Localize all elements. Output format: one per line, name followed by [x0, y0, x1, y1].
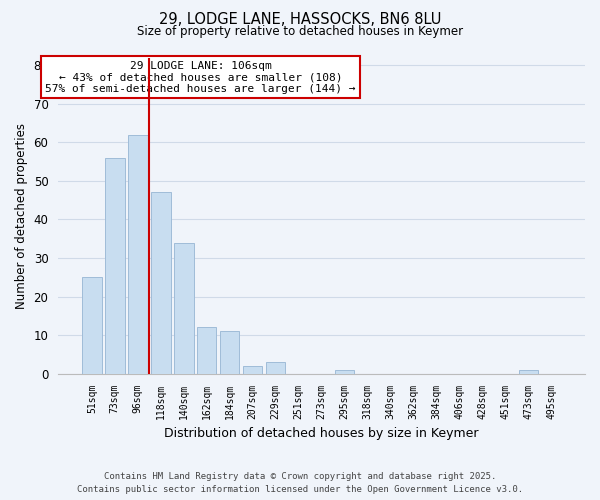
Bar: [82, 278, 101, 374]
Bar: [128, 134, 148, 374]
Bar: [105, 158, 125, 374]
Bar: [243, 366, 262, 374]
Bar: [518, 370, 538, 374]
Text: 29, LODGE LANE, HASSOCKS, BN6 8LU: 29, LODGE LANE, HASSOCKS, BN6 8LU: [159, 12, 441, 28]
Text: Size of property relative to detached houses in Keymer: Size of property relative to detached ho…: [137, 25, 463, 38]
Y-axis label: Number of detached properties: Number of detached properties: [15, 122, 28, 308]
Text: Contains HM Land Registry data © Crown copyright and database right 2025.
Contai: Contains HM Land Registry data © Crown c…: [77, 472, 523, 494]
Text: 29 LODGE LANE: 106sqm
← 43% of detached houses are smaller (108)
57% of semi-det: 29 LODGE LANE: 106sqm ← 43% of detached …: [45, 60, 356, 94]
X-axis label: Distribution of detached houses by size in Keymer: Distribution of detached houses by size …: [164, 427, 479, 440]
Bar: [335, 370, 355, 374]
Bar: [220, 332, 239, 374]
Bar: [197, 328, 217, 374]
Bar: [174, 242, 194, 374]
Bar: [151, 192, 170, 374]
Bar: [266, 362, 286, 374]
